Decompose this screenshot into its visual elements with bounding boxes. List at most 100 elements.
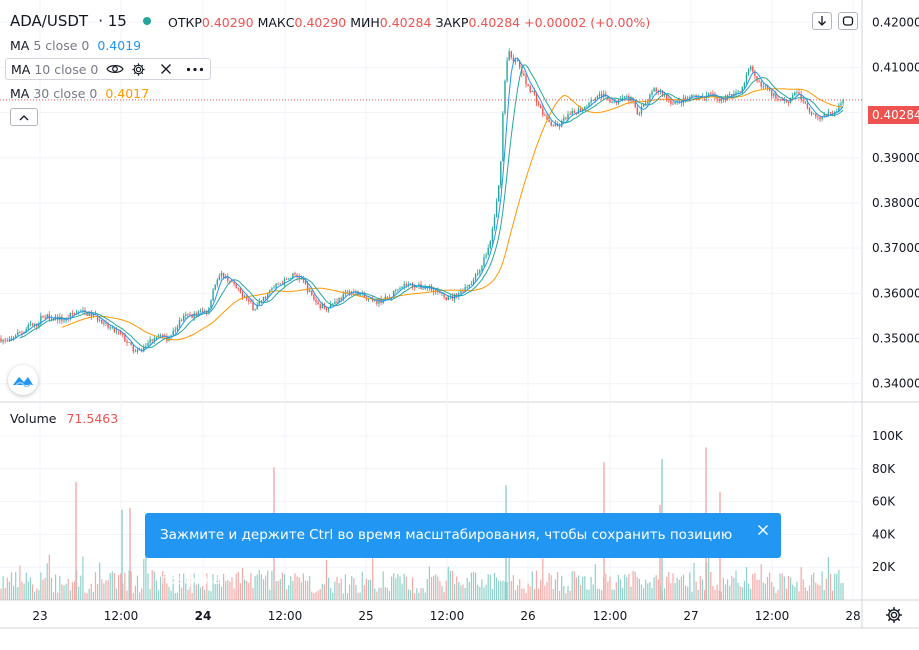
- volume-bar: [769, 572, 771, 600]
- volume-bar: [575, 577, 577, 600]
- candle-body: [678, 100, 680, 102]
- toast-close-icon[interactable]: [757, 524, 769, 536]
- candle-body: [479, 270, 481, 273]
- candle-body: [546, 115, 548, 120]
- ma5-legend[interactable]: MA 5 close 0 0.4019: [10, 38, 141, 53]
- chevron-up-icon: [19, 114, 29, 120]
- volume-bar: [464, 588, 466, 600]
- candle-body: [594, 98, 596, 101]
- volume-bar: [235, 573, 237, 600]
- volume-bar: [752, 574, 754, 600]
- volume-bar: [617, 574, 619, 600]
- volume-bar: [120, 573, 122, 600]
- candle-body: [82, 309, 84, 311]
- candle-body: [403, 283, 405, 287]
- candle-body: [655, 88, 657, 92]
- volume-bar: [456, 576, 458, 600]
- candle-body: [634, 101, 636, 108]
- candle-body: [472, 279, 475, 285]
- volume-bar: [550, 575, 552, 600]
- settings-gear-icon[interactable]: [885, 606, 903, 624]
- tradingview-logo[interactable]: [8, 365, 38, 395]
- volume-bar: [594, 564, 596, 600]
- candle-body: [735, 92, 737, 94]
- volume-bar: [745, 567, 748, 600]
- candle-body: [399, 288, 401, 290]
- candle-body: [174, 329, 176, 331]
- candle-body: [596, 96, 599, 99]
- volume-bar: [336, 576, 338, 600]
- volume-bar: [34, 591, 36, 600]
- ma30-legend[interactable]: MA 30 close 0 0.4017: [10, 86, 149, 101]
- more-icon[interactable]: [186, 67, 204, 72]
- volume-bar: [94, 572, 97, 600]
- candle-body: [367, 298, 370, 300]
- volume-bar: [710, 571, 712, 600]
- candle-body: [248, 299, 250, 302]
- candle-body: [250, 301, 252, 303]
- volume-bar: [346, 593, 349, 600]
- volume-bar: [502, 580, 504, 600]
- volume-bar: [80, 575, 82, 600]
- volume-bar: [433, 575, 435, 600]
- time-tick-label: 25: [358, 609, 373, 623]
- volume-bar: [496, 577, 498, 600]
- volume-bar: [527, 583, 529, 600]
- scroll-down-button[interactable]: [812, 12, 832, 30]
- volume-bar: [302, 573, 304, 600]
- candle-body: [105, 322, 107, 324]
- volume-bar: [588, 589, 590, 600]
- volume-bar: [174, 593, 176, 600]
- ma5-line: [9, 57, 844, 352]
- ma10-legend[interactable]: MA 10 close 0: [5, 58, 211, 80]
- fullscreen-button[interactable]: [838, 12, 858, 30]
- volume-bar: [796, 581, 798, 600]
- candle-body: [718, 99, 720, 101]
- candle-body: [626, 96, 628, 97]
- candle-body: [42, 315, 44, 318]
- candle-body: [386, 296, 389, 299]
- candle-body: [817, 116, 819, 118]
- volume-tick-label: 80K: [872, 462, 896, 476]
- volume-bar: [145, 556, 147, 600]
- volume-bar: [741, 587, 743, 600]
- volume-bar: [19, 565, 21, 600]
- candle-body: [298, 276, 300, 280]
- candle-body: [107, 323, 109, 328]
- candle-body: [838, 105, 840, 112]
- candle-body: [527, 84, 529, 87]
- logo-icon: [13, 377, 33, 387]
- volume-bar: [764, 583, 766, 600]
- volume-bar: [90, 583, 92, 600]
- volume-bar: [808, 585, 811, 600]
- candle-body: [195, 313, 197, 316]
- volume-bar: [718, 590, 720, 600]
- candle-body: [191, 314, 193, 318]
- volume-bar: [355, 584, 357, 600]
- volume-bar: [493, 572, 496, 600]
- volume-bar: [67, 578, 69, 600]
- volume-bar: [206, 573, 208, 600]
- volume-bar: [592, 584, 594, 600]
- close-icon[interactable]: [160, 63, 172, 75]
- candle-body: [500, 161, 502, 186]
- volume-bar: [275, 581, 277, 600]
- volume-bar: [139, 592, 141, 600]
- candle-body: [777, 98, 779, 100]
- volume-bar: [8, 581, 10, 600]
- volume-bar: [155, 580, 157, 600]
- gear-icon[interactable]: [131, 62, 146, 77]
- candle-body: [806, 103, 809, 108]
- candle-body: [441, 293, 443, 295]
- volume-bar: [317, 590, 319, 600]
- volume-bar: [44, 577, 46, 600]
- candle-body: [741, 87, 743, 93]
- volume-bar: [65, 583, 67, 600]
- candle-body: [489, 241, 491, 248]
- collapse-legend-button[interactable]: [10, 108, 38, 126]
- volume-bar: [556, 572, 559, 600]
- volume-bar: [330, 587, 332, 600]
- symbol-name[interactable]: ADA/USDT: [10, 12, 89, 30]
- volume-bar: [703, 590, 706, 600]
- eye-icon[interactable]: [106, 62, 124, 76]
